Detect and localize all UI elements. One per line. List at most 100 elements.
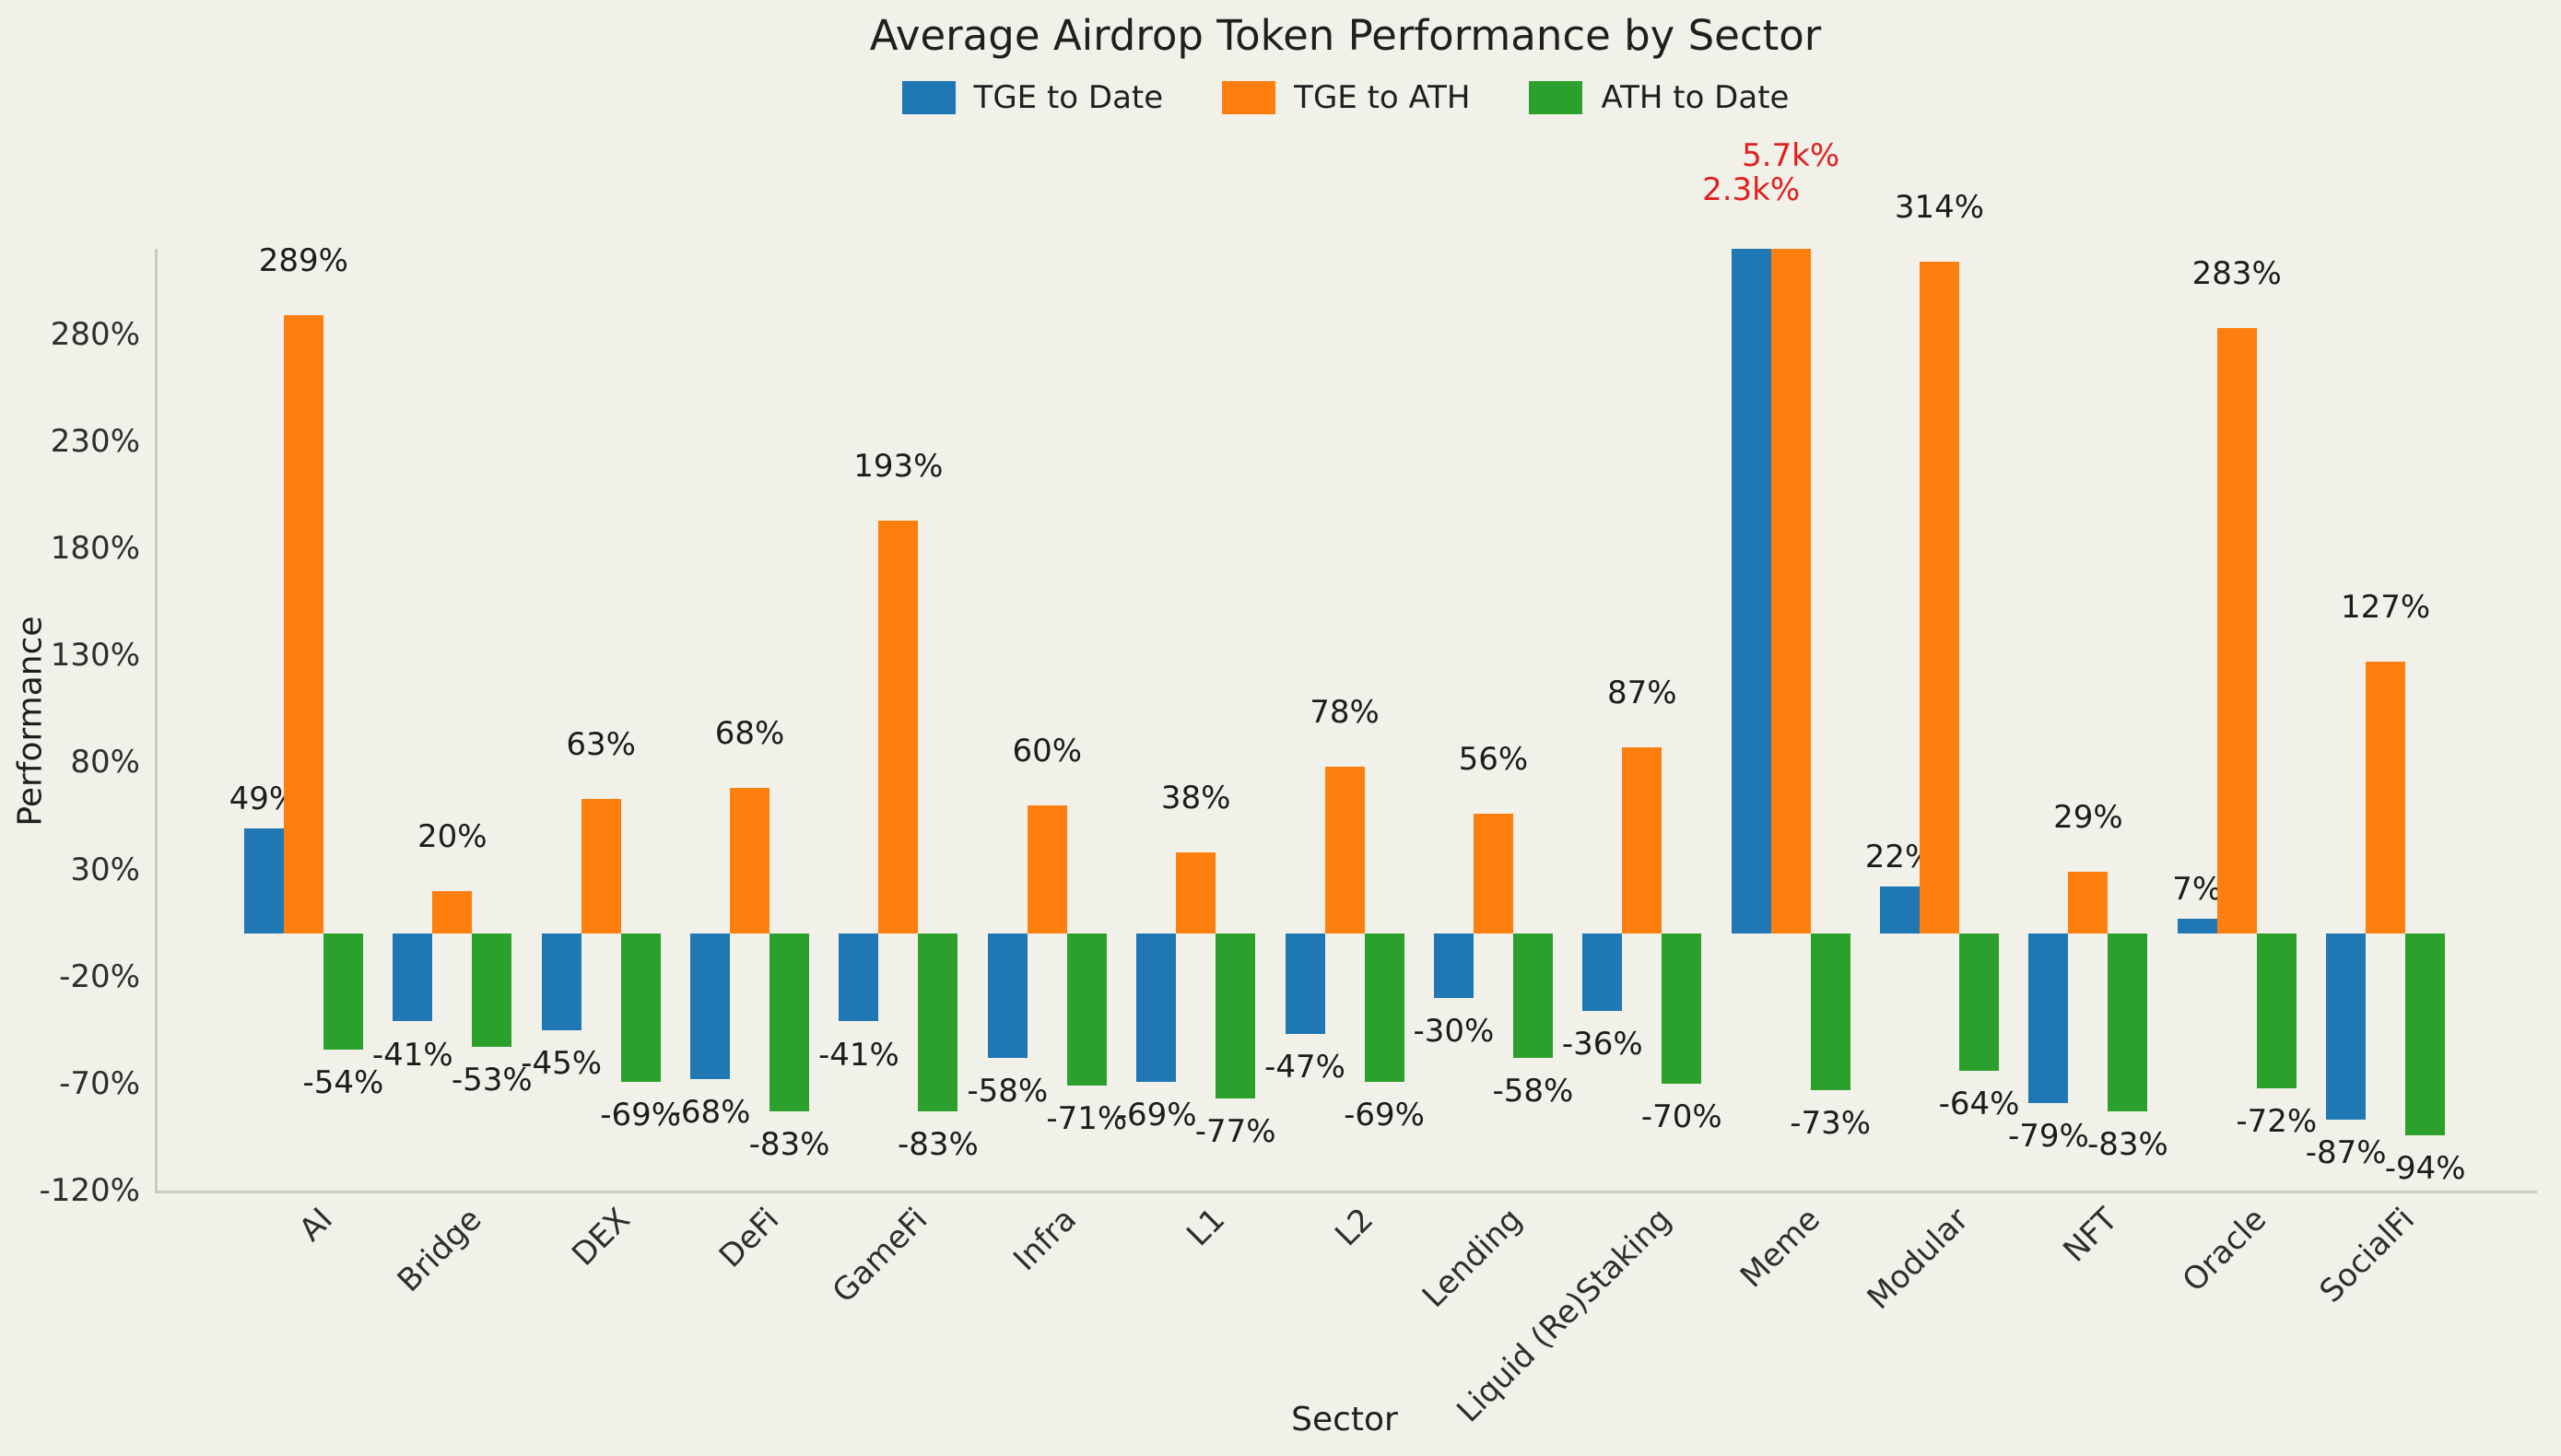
bar-value-label: 2.3k%: [1702, 171, 1801, 208]
legend-item-3: ATH to Date: [1529, 79, 1789, 116]
bar-tge-to-date-12: [2028, 933, 2069, 1103]
bar-ath-to-date-3: [769, 933, 809, 1112]
legend-label: TGE to Date: [973, 79, 1164, 116]
x-tick-label: Bridge: [390, 1201, 489, 1299]
legend-swatch-icon: [1222, 81, 1276, 114]
plot-area: [155, 249, 2537, 1193]
legend-swatch-icon: [901, 81, 956, 114]
legend-item-2: TGE to ATH: [1222, 79, 1470, 116]
bar-value-label: 20%: [417, 817, 488, 855]
bar-tge-to-date-14: [2326, 933, 2367, 1121]
bar-value-label: 289%: [258, 242, 348, 279]
bar-tge-to-date-7: [1285, 933, 1325, 1035]
bar-tge-to-ath-13: [2216, 327, 2257, 934]
legend-item-1: TGE to Date: [901, 79, 1164, 116]
bar-ath-to-date-8: [1512, 933, 1553, 1058]
bar-tge-to-ath-14: [2366, 662, 2406, 934]
x-tick-label: L1: [1180, 1201, 1233, 1254]
bar-value-label: 5.7k%: [1742, 137, 1840, 174]
bar-value-label: -94%: [2384, 1149, 2466, 1187]
bar-value-label: -69%: [1344, 1096, 1425, 1133]
bar-value-label: 38%: [1160, 780, 1231, 816]
x-tick-label: Oracle: [2175, 1201, 2273, 1299]
x-tick-label: L2: [1328, 1201, 1381, 1254]
bar-value-label: -45%: [521, 1044, 603, 1082]
x-axis-title: Sector: [1291, 1401, 1398, 1438]
bar-value-label: -53%: [451, 1062, 533, 1099]
bar-value-label: -30%: [1413, 1012, 1495, 1050]
bar-value-label: 49%: [229, 781, 300, 818]
x-tick-label: SocialFi: [2312, 1201, 2423, 1310]
bar-tge-to-ath-12: [2068, 871, 2109, 934]
bar-tge-to-date-0: [243, 828, 284, 934]
bar-value-label: -54%: [302, 1063, 384, 1101]
bar-value-label: 87%: [1606, 675, 1677, 712]
bar-ath-to-date-0: [323, 933, 363, 1050]
bar-ath-to-date-9: [1662, 933, 1702, 1084]
bar-tge-to-ath-7: [1324, 767, 1365, 934]
chart-title: Average Airdrop Token Performance by Sec…: [869, 11, 1822, 60]
bar-value-label: 56%: [1458, 741, 1529, 779]
bar-value-label: 283%: [2191, 254, 2282, 292]
bar-ath-to-date-14: [2405, 933, 2446, 1135]
y-tick-label: 230%: [50, 423, 140, 461]
y-axis-title: Performance: [11, 616, 50, 827]
bar-value-label: -41%: [817, 1036, 899, 1074]
bar-value-label: 60%: [1012, 732, 1083, 769]
y-tick-label: 80%: [70, 744, 140, 781]
y-tick-label: -20%: [59, 957, 140, 995]
bar-value-label: -68%: [669, 1094, 751, 1132]
bar-ath-to-date-11: [1959, 933, 1999, 1071]
bar-value-label: -77%: [1194, 1113, 1276, 1151]
legend-label: TGE to ATH: [1294, 79, 1471, 116]
bar-ath-to-date-5: [1066, 933, 1107, 1086]
bar-tge-to-date-4: [839, 933, 879, 1022]
x-tick-label: Modular: [1860, 1201, 1977, 1317]
bar-value-label: 7%: [2172, 871, 2223, 908]
bar-tge-to-ath-6: [1176, 852, 1216, 934]
bar-ath-to-date-10: [1810, 933, 1850, 1090]
bar-tge-to-date-8: [1433, 933, 1474, 998]
bar-value-label: -72%: [2236, 1102, 2318, 1140]
bar-tge-to-ath-0: [283, 315, 323, 934]
y-tick-label: 280%: [50, 315, 140, 353]
legend-label: ATH to Date: [1601, 79, 1790, 116]
bar-value-label: -87%: [2305, 1134, 2387, 1172]
legend: TGE to Date TGE to ATH ATH to Date: [0, 79, 2561, 116]
bar-tge-to-ath-11: [1920, 261, 1959, 934]
bar-ath-to-date-13: [2256, 933, 2297, 1088]
bar-tge-to-ath-3: [730, 788, 769, 934]
bar-tge-to-date-11: [1880, 887, 1920, 934]
bar-value-label: 22%: [1864, 839, 1935, 876]
x-tick-label: NFT: [2056, 1201, 2125, 1270]
bar-tge-to-date-13: [2177, 919, 2217, 934]
y-tick-label: 30%: [70, 851, 140, 888]
bar-tge-to-date-5: [987, 933, 1028, 1058]
bar-tge-to-ath-1: [432, 890, 473, 934]
bar-value-label: -69%: [600, 1096, 682, 1133]
bar-ath-to-date-4: [918, 933, 958, 1112]
bar-tge-to-date-2: [541, 933, 582, 1030]
bar-value-label: 63%: [566, 725, 636, 763]
bar-value-label: -47%: [1264, 1049, 1345, 1086]
bar-tge-to-date-6: [1136, 933, 1177, 1082]
bar-value-label: 68%: [714, 715, 785, 753]
bar-value-label: -58%: [1492, 1072, 1574, 1110]
bar-value-label: 127%: [2341, 589, 2431, 627]
bar-value-label: -58%: [967, 1072, 1049, 1110]
x-tick-label: Infra: [1006, 1201, 1084, 1278]
bar-tge-to-ath-4: [878, 520, 919, 934]
bar-tge-to-date-10: [1731, 249, 1771, 934]
bar-tge-to-date-1: [393, 933, 433, 1022]
bar-value-label: -64%: [1938, 1085, 2020, 1122]
bar-tge-to-date-9: [1582, 933, 1623, 1011]
bar-value-label: 29%: [2053, 798, 2123, 836]
bar-tge-to-ath-10: [1770, 249, 1811, 934]
bar-value-label: -71%: [1046, 1100, 1128, 1138]
bar-tge-to-ath-2: [581, 798, 621, 934]
bar-tge-to-ath-8: [1473, 814, 1513, 934]
bar-value-label: 78%: [1310, 694, 1380, 732]
bar-value-label: -36%: [1561, 1025, 1643, 1063]
bar-value-label: -70%: [1640, 1098, 1722, 1135]
